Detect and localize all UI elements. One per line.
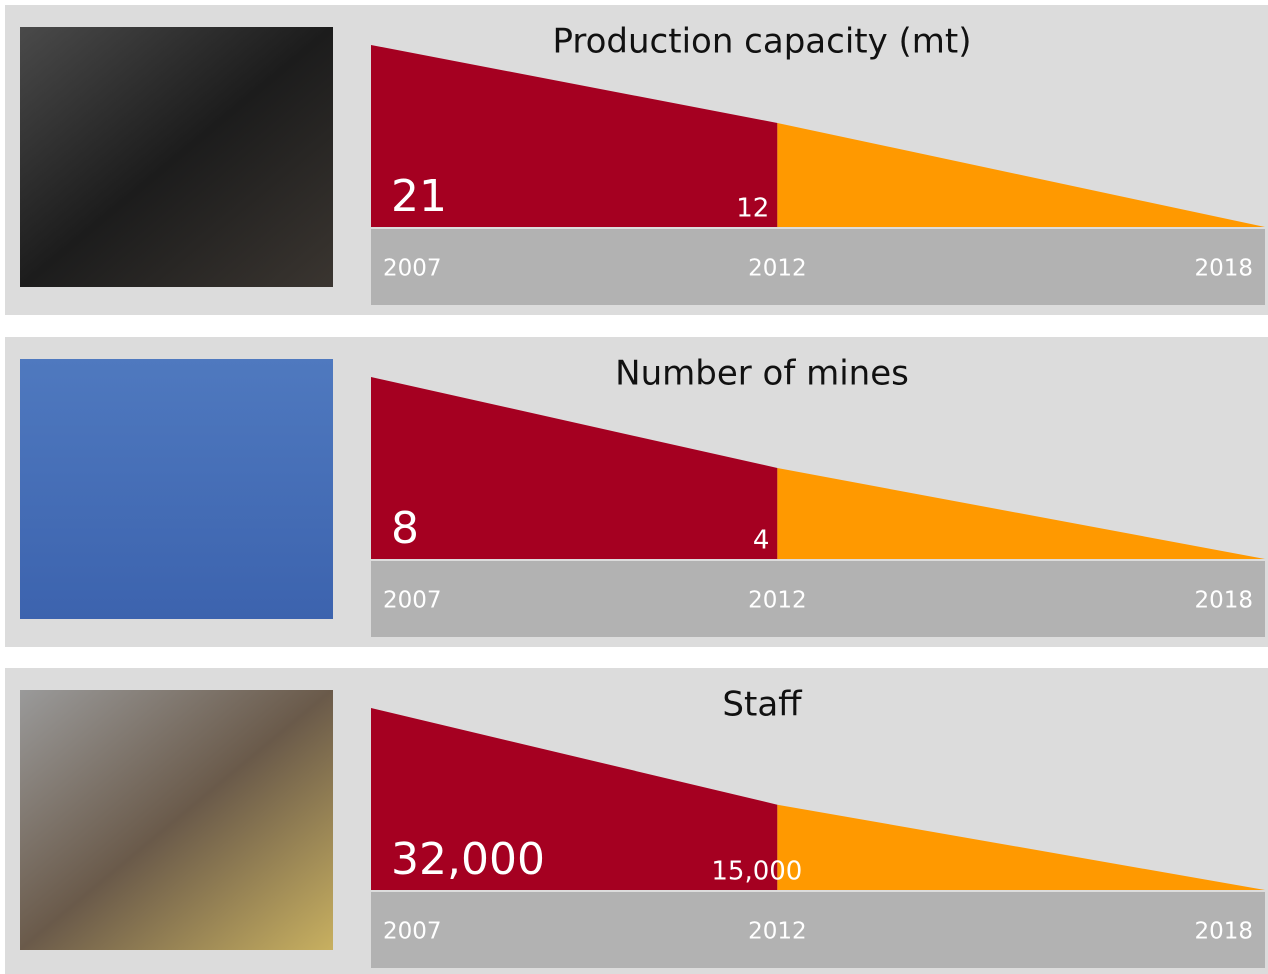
chart-title: Number of mines xyxy=(615,354,909,394)
x-tick-label: 2012 xyxy=(748,256,807,282)
area-segment xyxy=(371,708,778,890)
value-label: 12 xyxy=(736,194,769,224)
photo xyxy=(20,690,333,950)
value-label: 21 xyxy=(391,171,447,222)
axis-band xyxy=(371,561,1265,637)
axis-band xyxy=(371,892,1265,968)
axis-band xyxy=(371,229,1265,305)
area-segment xyxy=(777,123,1265,227)
value-label: 32,000 xyxy=(391,834,545,885)
value-label: 15,000 xyxy=(711,857,802,887)
area-segment xyxy=(777,468,1265,559)
chart-title: Staff xyxy=(722,685,803,725)
area-segment xyxy=(777,804,1265,890)
photo xyxy=(20,27,333,287)
value-label: 8 xyxy=(391,503,419,554)
x-tick-label: 2018 xyxy=(1194,588,1253,614)
x-tick-label: 2018 xyxy=(1194,919,1253,945)
x-tick-label: 2018 xyxy=(1194,256,1253,282)
area-segment xyxy=(371,45,778,227)
area-segment xyxy=(371,377,778,559)
value-label: 4 xyxy=(753,526,770,556)
photo xyxy=(20,359,333,619)
chart-title: Production capacity (mt) xyxy=(552,22,971,62)
x-tick-label: 2012 xyxy=(748,919,807,945)
x-tick-label: 2007 xyxy=(383,256,442,282)
x-tick-label: 2012 xyxy=(748,588,807,614)
x-tick-label: 2007 xyxy=(383,588,442,614)
x-tick-label: 2007 xyxy=(383,919,442,945)
